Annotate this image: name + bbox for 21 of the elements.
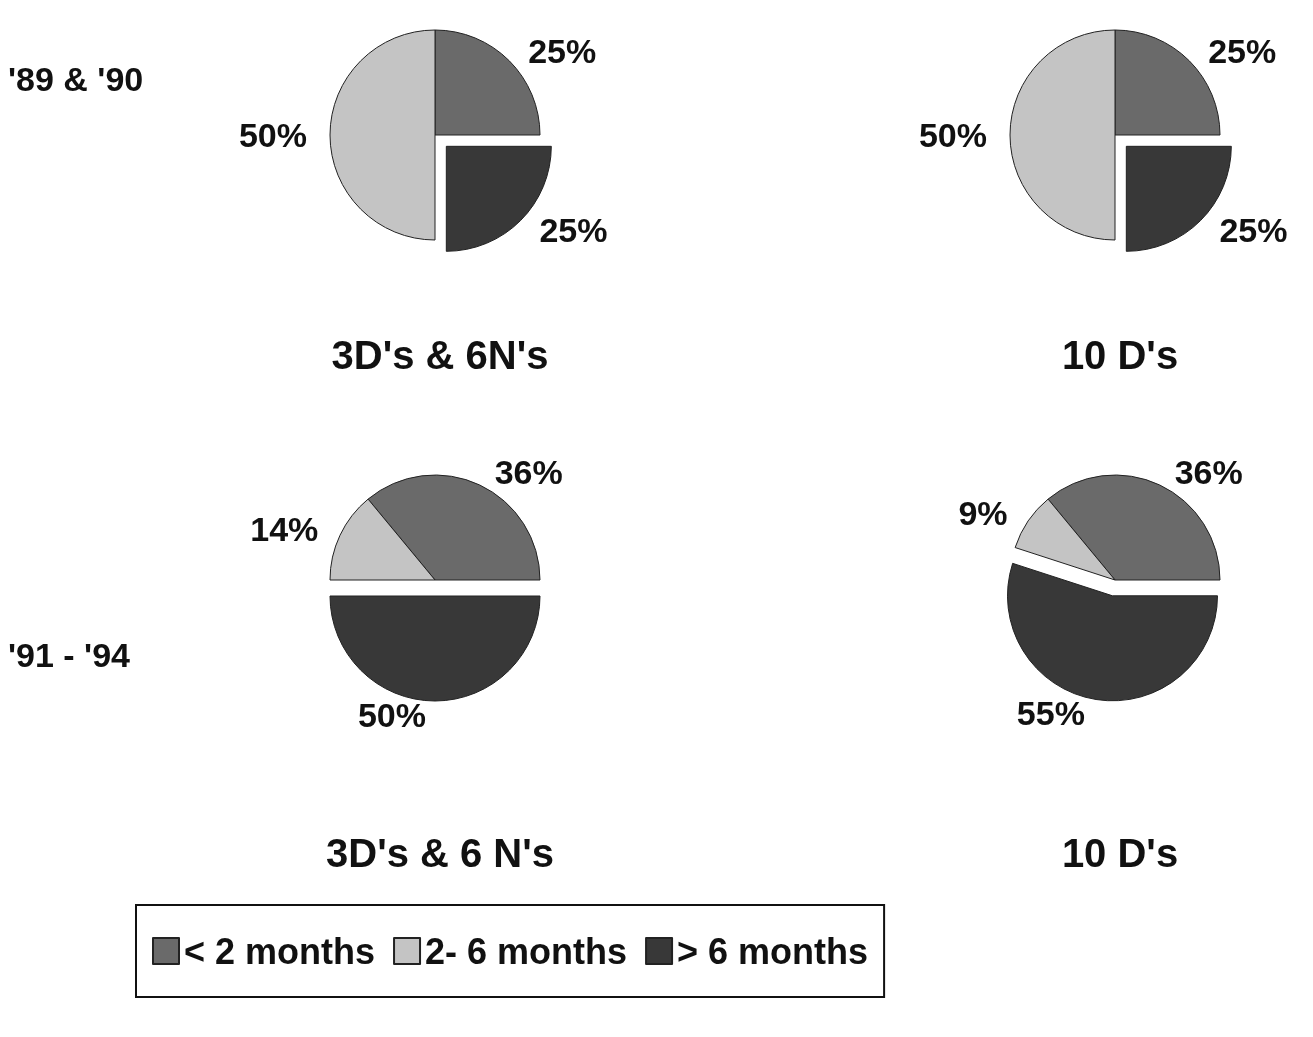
data-label: 9% <box>958 494 1008 533</box>
legend-label: < 2 months <box>184 930 376 972</box>
legend-label: 2- 6 months <box>425 930 628 972</box>
data-label: 14% <box>250 510 319 549</box>
data-label: 55% <box>1016 694 1085 733</box>
data-label: 25% <box>1219 211 1288 250</box>
text: 3D's & 6 N's <box>325 831 555 875</box>
data-label: 25% <box>539 211 608 250</box>
text: '91 - '94 <box>8 636 131 674</box>
text: '89 & '90 <box>8 60 144 98</box>
text: 10 D's <box>1061 333 1179 377</box>
data-label: 36% <box>494 453 563 492</box>
data-label: 50% <box>238 116 307 154</box>
data-label: 50% <box>918 116 987 154</box>
text: 3D's & 6N's <box>331 333 549 377</box>
data-label: 25% <box>528 31 597 70</box>
text: 10 D's <box>1061 831 1179 875</box>
data-label: 36% <box>1174 453 1243 492</box>
data-label: 50% <box>357 696 426 734</box>
data-label: 25% <box>1208 31 1277 70</box>
legend-label: > 6 months <box>677 930 869 972</box>
